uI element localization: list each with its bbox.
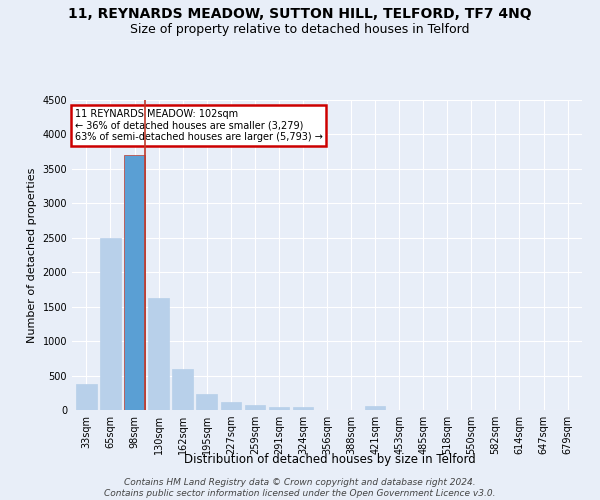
Text: Distribution of detached houses by size in Telford: Distribution of detached houses by size … [184, 452, 476, 466]
Text: Contains HM Land Registry data © Crown copyright and database right 2024.
Contai: Contains HM Land Registry data © Crown c… [104, 478, 496, 498]
Bar [221, 402, 241, 410]
Text: 11, REYNARDS MEADOW, SUTTON HILL, TELFORD, TF7 4NQ: 11, REYNARDS MEADOW, SUTTON HILL, TELFOR… [68, 8, 532, 22]
Bar [365, 406, 385, 410]
Bar [293, 407, 313, 410]
Text: 11 REYNARDS MEADOW: 102sqm
← 36% of detached houses are smaller (3,279)
63% of s: 11 REYNARDS MEADOW: 102sqm ← 36% of deta… [74, 110, 322, 142]
Text: Size of property relative to detached houses in Telford: Size of property relative to detached ho… [130, 22, 470, 36]
Bar [76, 384, 97, 410]
Bar [148, 298, 169, 410]
Bar [196, 394, 217, 410]
Bar [269, 406, 289, 410]
Bar [172, 370, 193, 410]
Bar [124, 155, 145, 410]
Y-axis label: Number of detached properties: Number of detached properties [27, 168, 37, 342]
Bar [100, 238, 121, 410]
Bar [245, 405, 265, 410]
